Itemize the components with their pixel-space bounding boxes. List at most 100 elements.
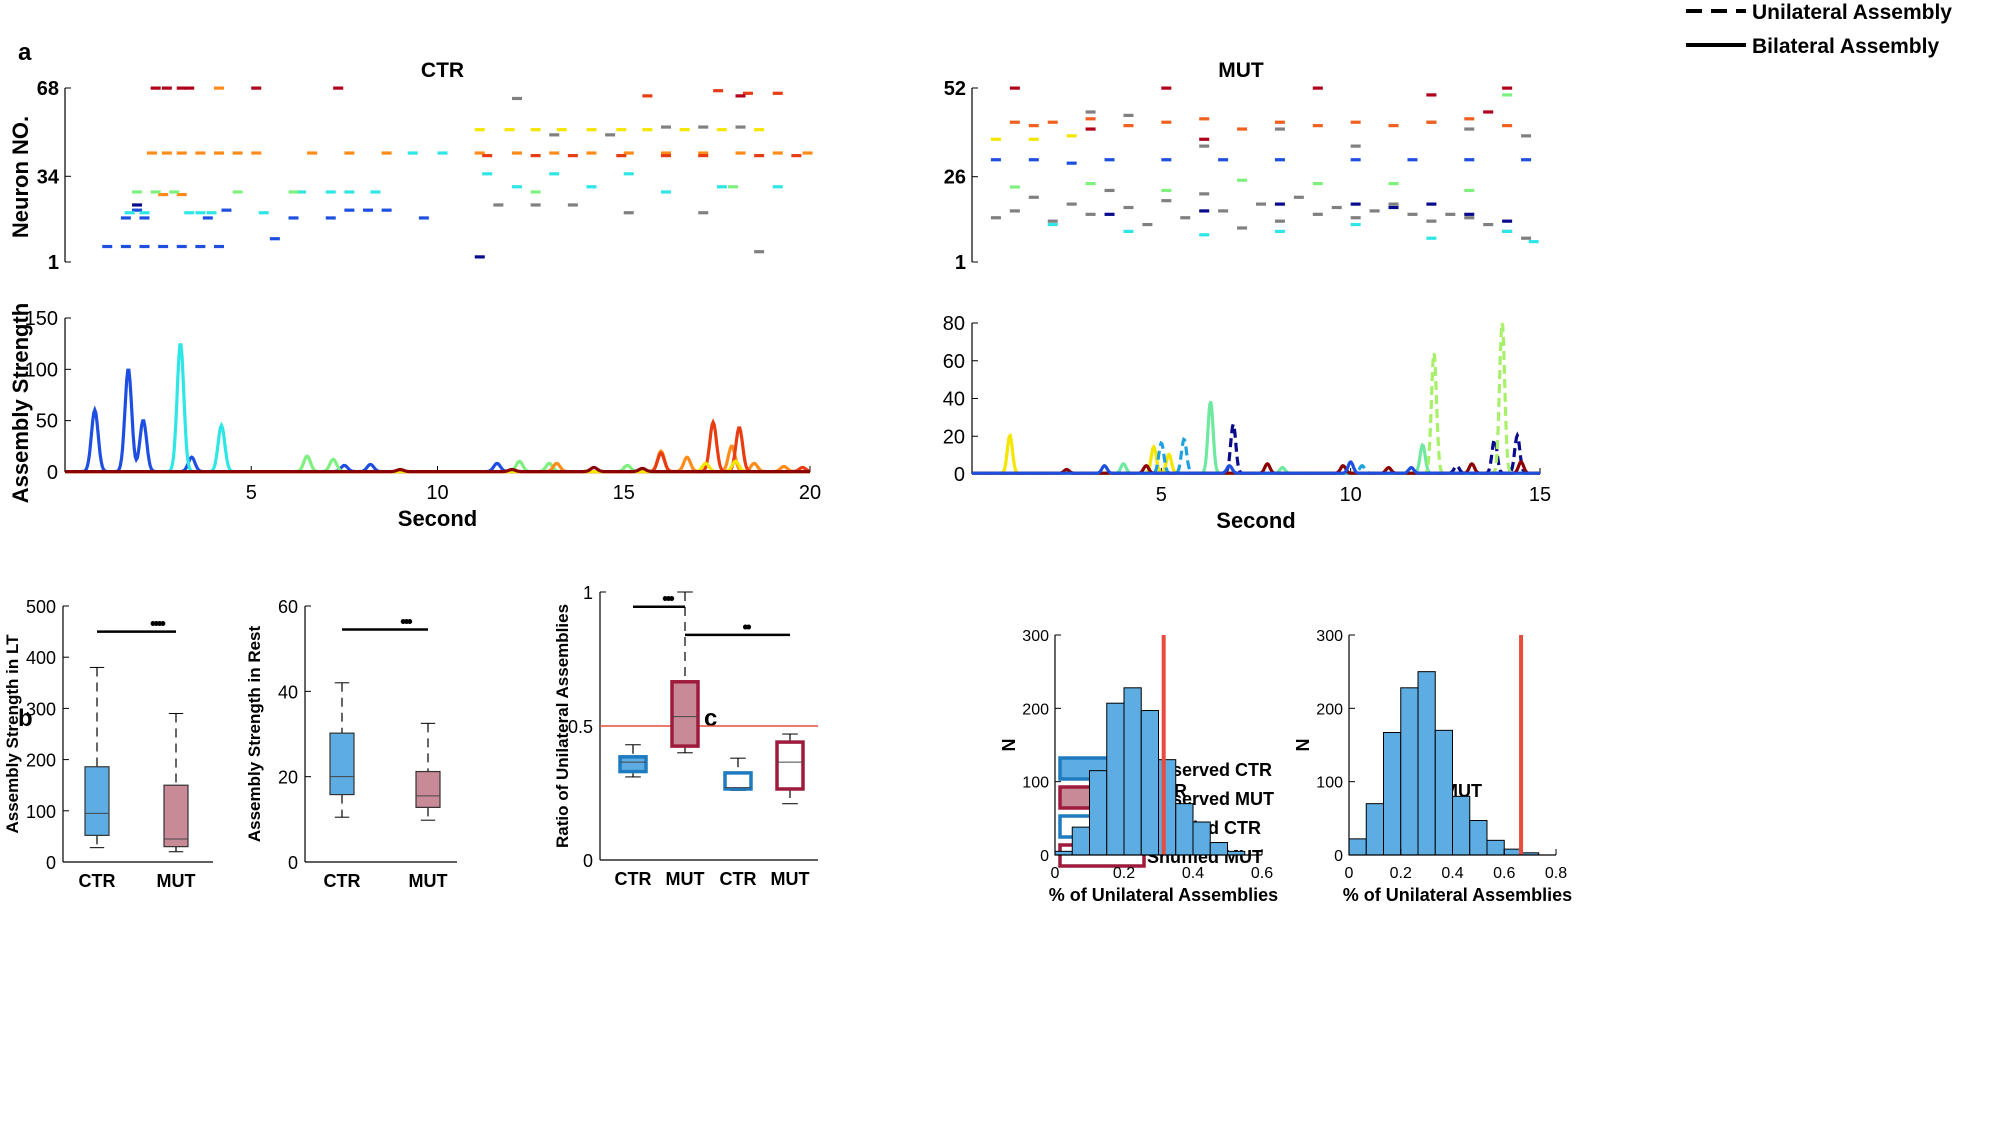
strength-trace	[972, 460, 1540, 475]
y-tick-label: 52	[944, 78, 966, 100]
raster-mark	[512, 185, 522, 189]
raster-mark	[1426, 236, 1437, 240]
raster-mark	[363, 208, 373, 212]
raster-mark	[1085, 182, 1096, 186]
raster-mark	[161, 86, 172, 90]
raster-mark	[1464, 127, 1475, 131]
raster-mark	[1528, 240, 1539, 244]
hist-bar	[1434, 729, 1453, 856]
y-tick-label: 50	[36, 411, 58, 433]
raster-mark	[1085, 127, 1096, 131]
raster-mark	[1047, 120, 1058, 124]
strength-ctr: 0 50 100 150 5 10 15 20 Second Assembly Strength	[8, 303, 821, 531]
raster-mark	[1104, 158, 1115, 162]
raster-mark	[176, 244, 187, 249]
raster-mark	[728, 185, 739, 189]
raster-mark	[251, 86, 262, 90]
raster-title: CTR	[421, 59, 464, 82]
raster-mark	[1502, 86, 1513, 90]
x-tick-label: 0.4	[1182, 865, 1204, 882]
raster-mark	[1407, 158, 1418, 162]
y-tick-label: 100	[1316, 775, 1343, 792]
raster-mark	[698, 125, 709, 129]
raster-mark	[1274, 202, 1285, 206]
y-axis-label: Assembly Strength in LT	[3, 634, 22, 834]
raster-mark	[1350, 222, 1361, 227]
raster-mark	[1388, 205, 1399, 210]
raster-mark	[1274, 120, 1285, 124]
raster-mark	[482, 154, 493, 158]
y-axis-label: N	[999, 739, 1019, 752]
raster-mark	[124, 211, 135, 215]
strength-trace	[972, 401, 1540, 475]
x-tick-label: 0	[1345, 865, 1354, 882]
box-body	[723, 771, 753, 791]
raster-mark	[251, 151, 262, 155]
hist-bar	[1382, 732, 1402, 856]
raster-mark	[1350, 216, 1361, 220]
raster-mark	[474, 128, 485, 132]
raster-mark	[990, 137, 1001, 141]
raster-mark	[258, 211, 269, 215]
bilateral-legend-label: Bilateral Assembly	[1752, 35, 1939, 58]
y-tick-label: 0	[583, 851, 593, 871]
raster-mark	[802, 151, 813, 155]
raster-mark	[549, 172, 560, 176]
raster-mark	[161, 151, 172, 155]
raster-mark	[1312, 212, 1323, 216]
box-body	[415, 770, 441, 808]
category-label: CTR	[79, 871, 116, 891]
raster-mark	[370, 190, 381, 194]
line-style-legend: Unilateral Assembly Bilateral Assembly	[1686, 1, 1952, 58]
raster-mark	[530, 128, 541, 132]
raster-mark	[1199, 192, 1210, 196]
raster-mark	[418, 216, 429, 220]
raster-mark	[530, 190, 541, 194]
raster-mark	[474, 255, 485, 259]
legend-label: Observed CTR	[1147, 760, 1272, 780]
box-body	[775, 740, 805, 791]
raster-mark	[344, 151, 355, 155]
raster-mark	[605, 133, 616, 137]
raster-mark	[1407, 212, 1418, 216]
hist-bar	[1400, 687, 1419, 856]
x-tick-label: 10	[426, 482, 448, 504]
raster-mark	[1426, 120, 1437, 124]
raster-mark	[754, 250, 765, 254]
raster-mark	[1350, 202, 1361, 206]
hist-bar	[1469, 820, 1488, 856]
y-tick-label: 0	[1334, 848, 1343, 865]
raster-mark	[1483, 110, 1494, 114]
raster-mark	[623, 151, 634, 155]
raster-mark	[1123, 205, 1134, 210]
raster-mark	[549, 133, 560, 137]
raster-mark	[1521, 236, 1532, 240]
raster-mark	[381, 208, 392, 212]
y-tick-label: 68	[37, 78, 59, 100]
raster-mark	[698, 211, 709, 215]
raster-mark	[772, 91, 783, 95]
y-tick-label: 150	[25, 308, 58, 330]
raster-mark	[1161, 86, 1172, 90]
raster-mark	[661, 154, 671, 158]
y-tick-label: 20	[943, 426, 965, 448]
y-tick-label: 1	[48, 252, 59, 274]
strength-trace	[65, 343, 810, 474]
raster-mark	[1521, 158, 1532, 162]
y-tick-label: 100	[1022, 775, 1049, 792]
raster-mark	[176, 192, 187, 197]
raster-mark	[679, 128, 690, 132]
raster-mark	[716, 128, 727, 132]
raster-mark	[1161, 188, 1172, 193]
hist-bar	[1348, 838, 1367, 856]
category-label: MUT	[666, 869, 705, 889]
raster-mark	[713, 89, 724, 93]
hist-bar	[1089, 770, 1108, 856]
raster-mark	[1388, 124, 1399, 128]
hist-bar	[1192, 821, 1211, 856]
raster-mark	[482, 172, 493, 176]
raster-mark	[1483, 222, 1494, 227]
hist-bar	[1106, 702, 1125, 856]
hist-bar	[1209, 842, 1228, 856]
